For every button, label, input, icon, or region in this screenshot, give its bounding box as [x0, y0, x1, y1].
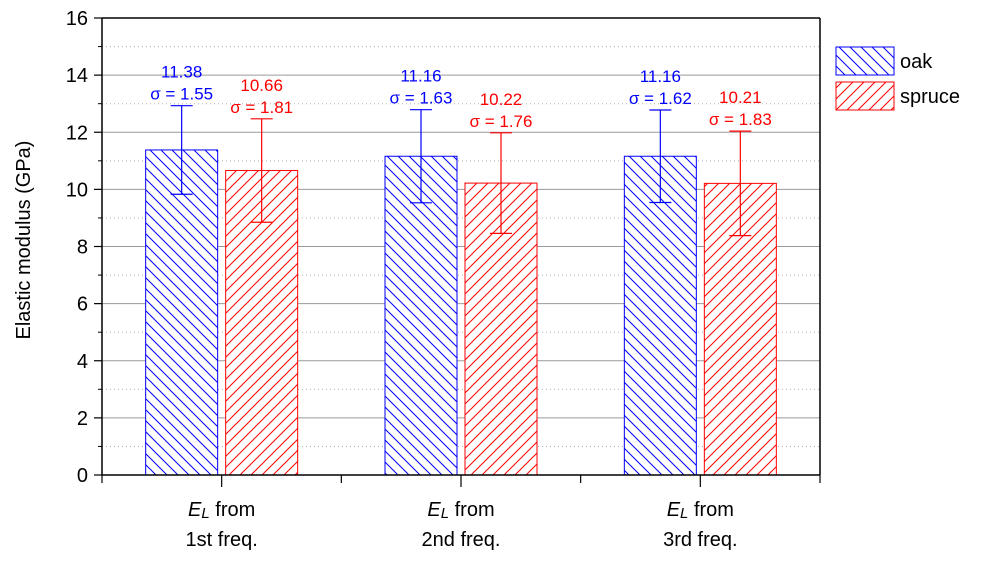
sigma-label: σ = 1.76: [470, 112, 533, 131]
value-label: 10.22: [480, 90, 523, 109]
value-label: 11.38: [161, 63, 202, 82]
y-tick-label: 0: [77, 465, 88, 487]
bar-oak: [623, 155, 697, 476]
bars: [145, 105, 777, 476]
category-label-line2: 2nd freq.: [422, 529, 501, 551]
sigma-label: σ = 1.63: [390, 89, 453, 108]
category-label-line1: EL from: [667, 499, 734, 522]
y-tick-label: 16: [66, 8, 88, 30]
data-labels: 11.38 σ = 1.55 11.16 σ = 1.63 11.16 σ = 1.62 1…: [150, 63, 772, 131]
y-axis-title: Elastic modulus (GPa): [13, 141, 35, 340]
legend: oak spruce: [835, 46, 960, 111]
y-tick-label: 12: [66, 122, 88, 144]
y-tick-label: 10: [66, 179, 88, 201]
category-label-line2: 1st freq.: [186, 529, 258, 551]
y-tick-label: 8: [77, 237, 88, 259]
bar-oak: [384, 155, 458, 476]
category-label-line1: EL from: [427, 499, 494, 522]
y-tick-label: 2: [77, 408, 88, 430]
grid-lines: [102, 46, 820, 447]
axes: 0 2 4 6 8 10 12 14 16 EL from 1st freq. EL from 2nd …: [66, 8, 821, 551]
sigma-label: σ = 1.83: [709, 110, 772, 129]
sigma-label: σ = 1.55: [150, 85, 213, 104]
legend-label-spruce: spruce: [900, 86, 960, 108]
category-label-line2: 3rd freq.: [663, 529, 737, 551]
legend-swatch-spruce: [835, 81, 895, 111]
legend-label-oak: oak: [900, 51, 933, 73]
value-label: 10.66: [240, 76, 283, 95]
value-label: 11.16: [400, 67, 441, 86]
y-tick-label: 14: [66, 65, 88, 87]
sigma-label: σ = 1.81: [230, 98, 293, 117]
value-label: 11.16: [640, 67, 681, 86]
bar-oak: [145, 149, 219, 476]
sigma-label: σ = 1.62: [629, 89, 692, 108]
category-label-line1: EL from: [188, 499, 255, 522]
legend-swatch-oak: [835, 46, 895, 76]
y-tick-label: 6: [77, 294, 88, 316]
y-tick-label: 4: [77, 351, 88, 373]
value-label: 10.21: [719, 88, 762, 107]
